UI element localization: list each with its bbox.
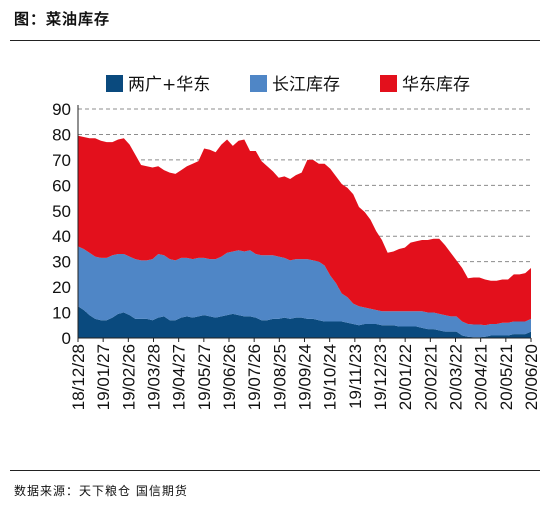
y-tick-80: 80 bbox=[52, 125, 71, 144]
y-tick-40: 40 bbox=[52, 227, 71, 246]
y-tick-70: 70 bbox=[52, 151, 71, 170]
x-tick-label-6: 19/06/26 bbox=[220, 344, 239, 410]
y-tick-10: 10 bbox=[52, 304, 71, 323]
legend-label-3: 华东库存 bbox=[402, 75, 470, 95]
x-axis-ticks: 18/12/28 19/01/27 19/02/26 19/03/28 19/04/27… bbox=[69, 338, 541, 410]
bottom-rule bbox=[10, 470, 540, 471]
x-tick-label-12: 19/12/23 bbox=[371, 344, 390, 410]
source-note: 数据来源：天下粮仓 国信期货 bbox=[14, 484, 188, 498]
legend-label-1: 两广+华东 bbox=[128, 75, 210, 95]
x-tick-label-14: 20/02/21 bbox=[421, 344, 440, 410]
x-tick-label-7: 19/07/26 bbox=[245, 344, 264, 410]
legend-swatch-1 bbox=[106, 75, 123, 92]
x-tick-label-9: 19/09/24 bbox=[296, 344, 315, 410]
x-tick-label-17: 20/05/21 bbox=[497, 344, 516, 410]
legend: 两广+华东 长江库存 华东库存 bbox=[106, 75, 470, 95]
x-tick-label-1: 19/01/27 bbox=[94, 344, 113, 410]
y-tick-50: 50 bbox=[52, 202, 71, 221]
x-tick-label-18: 20/06/20 bbox=[522, 344, 541, 410]
y-tick-30: 30 bbox=[52, 253, 71, 272]
x-tick-label-16: 20/04/21 bbox=[472, 344, 491, 410]
legend-swatch-3 bbox=[380, 75, 397, 92]
y-tick-90: 90 bbox=[52, 100, 71, 119]
x-tick-label-10: 19/10/24 bbox=[321, 344, 340, 410]
area-series-3 bbox=[78, 135, 531, 326]
stacked-area-chart: 两广+华东 长江库存 华东库存 0 10 20 30 40 50 60 70 80 90 18/12/… bbox=[52, 75, 541, 410]
x-tick-label-4: 19/04/27 bbox=[170, 344, 189, 410]
x-tick-label-0: 18/12/28 bbox=[69, 344, 88, 410]
y-tick-20: 20 bbox=[52, 278, 71, 297]
top-rule bbox=[10, 40, 540, 41]
x-tick-label-11: 19/11/23 bbox=[346, 344, 365, 409]
plot-areas bbox=[78, 135, 531, 338]
area-series-1 bbox=[78, 306, 531, 338]
x-tick-label-15: 20/03/22 bbox=[447, 344, 466, 410]
x-tick-label-13: 20/01/22 bbox=[396, 344, 415, 410]
y-tick-0: 0 bbox=[62, 329, 71, 348]
y-tick-60: 60 bbox=[52, 176, 71, 195]
x-tick-label-5: 19/05/27 bbox=[195, 344, 214, 410]
x-tick-label-3: 19/03/28 bbox=[145, 344, 164, 410]
area-series-2 bbox=[78, 246, 531, 338]
legend-label-2: 长江库存 bbox=[272, 75, 340, 95]
chart-title: 图：菜油库存 bbox=[14, 10, 111, 28]
x-tick-label-8: 19/08/25 bbox=[270, 344, 289, 410]
x-tick-label-2: 19/02/26 bbox=[119, 344, 138, 410]
y-axis-ticks: 0 10 20 30 40 50 60 70 80 90 bbox=[52, 100, 71, 348]
legend-swatch-2 bbox=[250, 75, 267, 92]
